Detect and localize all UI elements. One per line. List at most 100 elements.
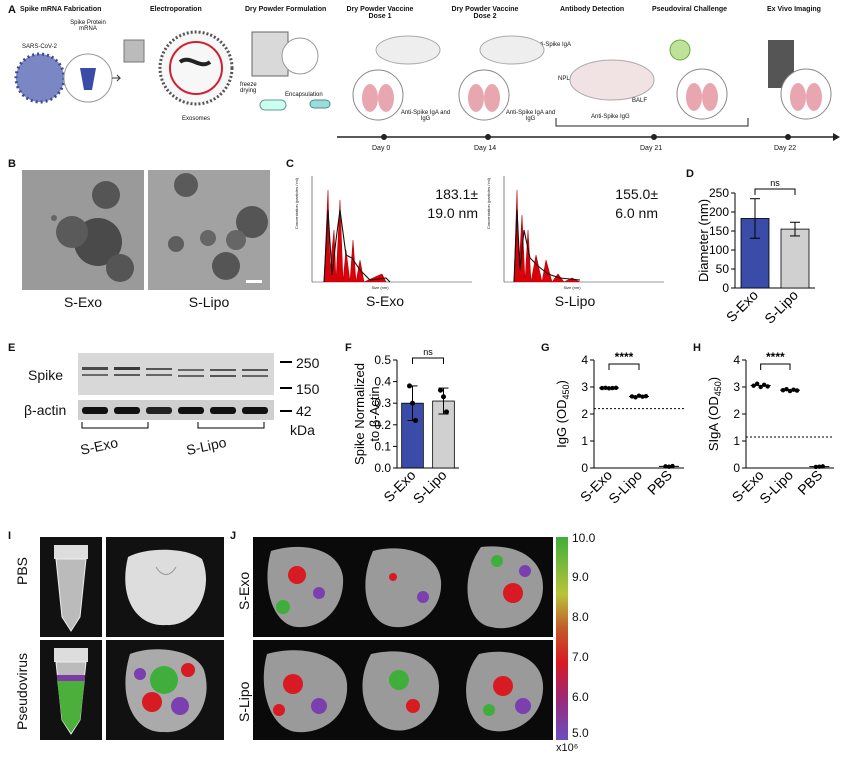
colorbar-tick-6: 6.0 bbox=[572, 690, 589, 704]
data-point bbox=[410, 400, 415, 406]
step-mrna-fabrication: Spike mRNA Fabrication bbox=[20, 6, 102, 13]
virus-icon bbox=[14, 52, 66, 104]
step-ex-vivo-imaging: Ex Vivo Imaging bbox=[767, 6, 821, 13]
mw-42: 42 bbox=[296, 403, 312, 419]
anti-spike-label-1: Anti-Spike IgA and IgG bbox=[400, 110, 451, 122]
lung-challenge-icon bbox=[676, 68, 728, 120]
ivis-slipo-image bbox=[253, 640, 553, 740]
blot-label-spike: Spike bbox=[28, 367, 64, 383]
nplf-label: NPLF bbox=[558, 76, 574, 82]
step-dry-powder-formulation: Dry Powder Formulation bbox=[245, 6, 327, 13]
nta-xlabel-sexo: Size (nm) bbox=[371, 285, 389, 290]
tube-pbs-image bbox=[40, 537, 102, 637]
significance-bracket bbox=[412, 357, 444, 364]
panel-i-label-pseudovirus: Pseudovirus bbox=[14, 652, 30, 730]
spike-protein-icon bbox=[80, 68, 96, 90]
electroporator-icon bbox=[123, 39, 145, 63]
anti-spike-label-2: Anti-Spike IgA and IgG bbox=[505, 110, 556, 122]
y-tick-label: 50 bbox=[716, 262, 730, 276]
nta-plots bbox=[311, 176, 664, 283]
sexo-size-sd: 19.0 nm bbox=[427, 205, 478, 221]
y-axis-label: Spike Normalizedto β-Actin bbox=[352, 363, 382, 465]
panel-j-label-sexo: S-Exo bbox=[236, 571, 252, 610]
blot-label-actin: β-actin bbox=[24, 402, 67, 418]
y-tick-label: 150 bbox=[709, 224, 729, 238]
panel-c-label-slipo: S-Lipo bbox=[554, 293, 596, 309]
x-tick-label-pbs: PBS bbox=[644, 467, 675, 498]
significance-bracket bbox=[608, 363, 640, 370]
y-tick-label: 0.0 bbox=[374, 461, 391, 475]
colorbar-unit: x10⁶ bbox=[556, 742, 579, 754]
y-axis-label: Diameter (nm) bbox=[696, 199, 711, 282]
significance-label: ns bbox=[423, 350, 433, 357]
lung-exvivo-icon bbox=[780, 68, 832, 120]
y-tick-label: 4 bbox=[733, 353, 740, 367]
sars-cov2-label: SARS-CoV-2 bbox=[22, 44, 58, 50]
mw-unit: kDa bbox=[290, 422, 315, 438]
panel-c-label: C bbox=[286, 158, 294, 170]
y-tick-label: 0 bbox=[581, 461, 588, 475]
y-tick-label: 1 bbox=[581, 434, 588, 448]
y-tick-label: 0.2 bbox=[374, 418, 391, 432]
data-point bbox=[438, 387, 443, 393]
slipo-size-sd: 6.0 nm bbox=[615, 205, 658, 221]
panel-i-label: I bbox=[8, 530, 12, 542]
spike-protein-label: Spike Protein mRNA bbox=[70, 20, 106, 32]
tube-pseudovirus-image bbox=[40, 640, 102, 740]
western-blot-actin bbox=[78, 400, 274, 420]
panel-j-label-slipo: S-Lipo bbox=[236, 681, 252, 722]
nta-ylabel-sexo: Concentration (particles / ml) bbox=[294, 178, 299, 230]
western-blot-spike bbox=[78, 353, 274, 395]
slipo-size-mean: 155.0± bbox=[615, 186, 658, 202]
step-antibody-detection: Antibody Detection bbox=[560, 6, 625, 13]
exosomes-label: Exosomes bbox=[182, 116, 211, 122]
timeline-day0: Day 0 bbox=[372, 145, 391, 152]
nta-plot-sexo bbox=[311, 176, 472, 283]
encapsulation-label: Encapsulation bbox=[285, 92, 323, 98]
y-tick-label: 4 bbox=[581, 353, 588, 367]
step-dose-1: Dry Powder Vaccine Dose 1 bbox=[346, 6, 414, 20]
panel-c-label-sexo: S-Exo bbox=[365, 293, 405, 309]
freeze-drying-label: freeze drying bbox=[240, 82, 257, 94]
x-tick-label-s-lipo: S-Lipo bbox=[761, 287, 801, 327]
colorbar bbox=[556, 537, 568, 740]
x-tick-label-s-lipo: S-Lipo bbox=[410, 467, 450, 507]
ivis-sexo-image bbox=[253, 537, 553, 637]
panel-e-label: E bbox=[8, 342, 16, 354]
y-tick-label: 3 bbox=[733, 380, 740, 394]
y-tick-label: 0.4 bbox=[374, 375, 391, 389]
nta-xlabel-slipo: Size (nm) bbox=[563, 285, 581, 290]
y-tick-label: 3 bbox=[581, 380, 588, 394]
bar-s-lipo bbox=[780, 228, 810, 289]
lung-dose2-icon bbox=[458, 69, 510, 121]
colorbar-tick-5: 5.0 bbox=[572, 726, 589, 740]
blot-group-brackets bbox=[81, 422, 265, 429]
y-tick-label: 2 bbox=[733, 407, 740, 421]
significance-label: **** bbox=[766, 350, 785, 364]
significance-label: **** bbox=[615, 350, 634, 364]
significance-label: ns bbox=[770, 178, 780, 188]
significance-bracket bbox=[754, 188, 796, 195]
gfp-virus-icon bbox=[669, 39, 691, 61]
y-tick-label: 0.5 bbox=[374, 353, 391, 367]
colorbar-tick-10: 10.0 bbox=[572, 531, 596, 545]
capsule-icon bbox=[259, 99, 287, 111]
balf-label: BALF bbox=[632, 98, 648, 104]
data-point bbox=[407, 383, 412, 389]
y-tick-label: 0 bbox=[722, 281, 729, 295]
colorbar-tick-7: 7.0 bbox=[572, 650, 589, 664]
y-tick-label: 100 bbox=[709, 243, 729, 257]
panel-d-label: D bbox=[686, 168, 694, 180]
step-electroporation: Electroporation bbox=[150, 6, 202, 13]
y-tick-label: 1 bbox=[733, 434, 740, 448]
y-tick-label: 2 bbox=[581, 407, 588, 421]
lung-dose1-icon bbox=[352, 69, 404, 121]
x-tick-label-s-lipo: S-Lipo bbox=[605, 467, 645, 507]
panel-b-label: B bbox=[8, 158, 16, 170]
anti-spike-iga-label: Anti-Spike IgA bbox=[533, 42, 572, 48]
y-tick-label: 0 bbox=[733, 461, 740, 475]
mw-markers bbox=[280, 361, 292, 412]
